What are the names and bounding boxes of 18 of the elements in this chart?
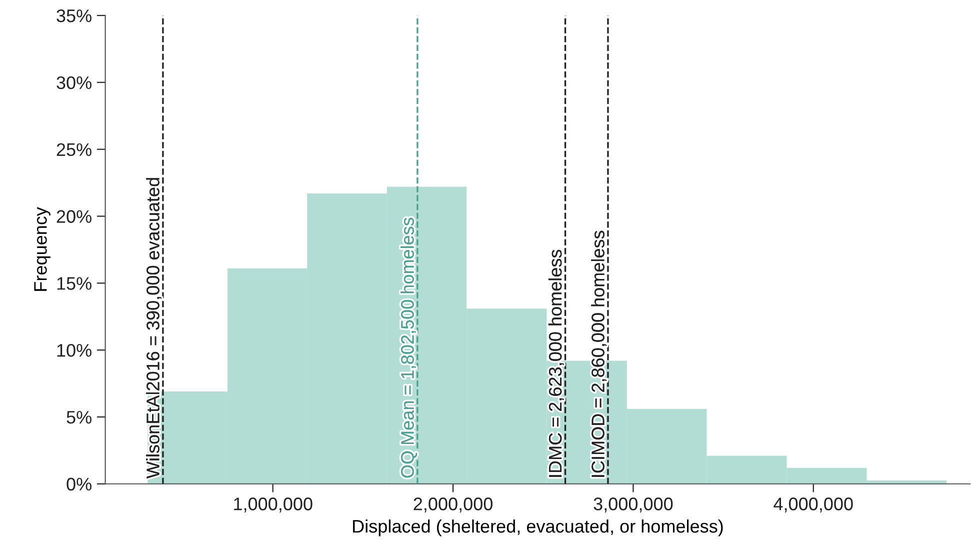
y-tick-label: 10%: [57, 344, 92, 357]
y-tick-label: 0%: [66, 478, 92, 491]
x-tick-label: 4,000,000: [774, 498, 853, 512]
y-tick-label: 5%: [66, 410, 92, 424]
x-tick-label: 2,000,000: [414, 498, 492, 512]
y-axis-title: Frequency: [34, 207, 50, 291]
ref-line-label: IDMC = 2,623,000 homeless: [548, 250, 564, 477]
x-axis-title: Displaced (sheltered, evacuated, or homeless): [353, 519, 723, 536]
ref-line-label: WilsonEtAl2016 = 390,000 evacuated: [146, 178, 162, 478]
y-tick-label: 15%: [57, 277, 92, 290]
y-tick-label: 35%: [56, 9, 92, 22]
ref-line-label: OQ Mean = 1,802,500 homeless: [400, 218, 418, 478]
y-tick-label: 25%: [56, 143, 92, 156]
ref-line-label: ICIMOD = 2,860,000 homeless: [591, 230, 607, 477]
y-tick-label: 20%: [56, 210, 92, 223]
x-tick-label: 1,000,000: [234, 498, 312, 512]
y-tick-label: 30%: [56, 76, 92, 90]
x-tick-label: 3,000,000: [594, 498, 673, 512]
